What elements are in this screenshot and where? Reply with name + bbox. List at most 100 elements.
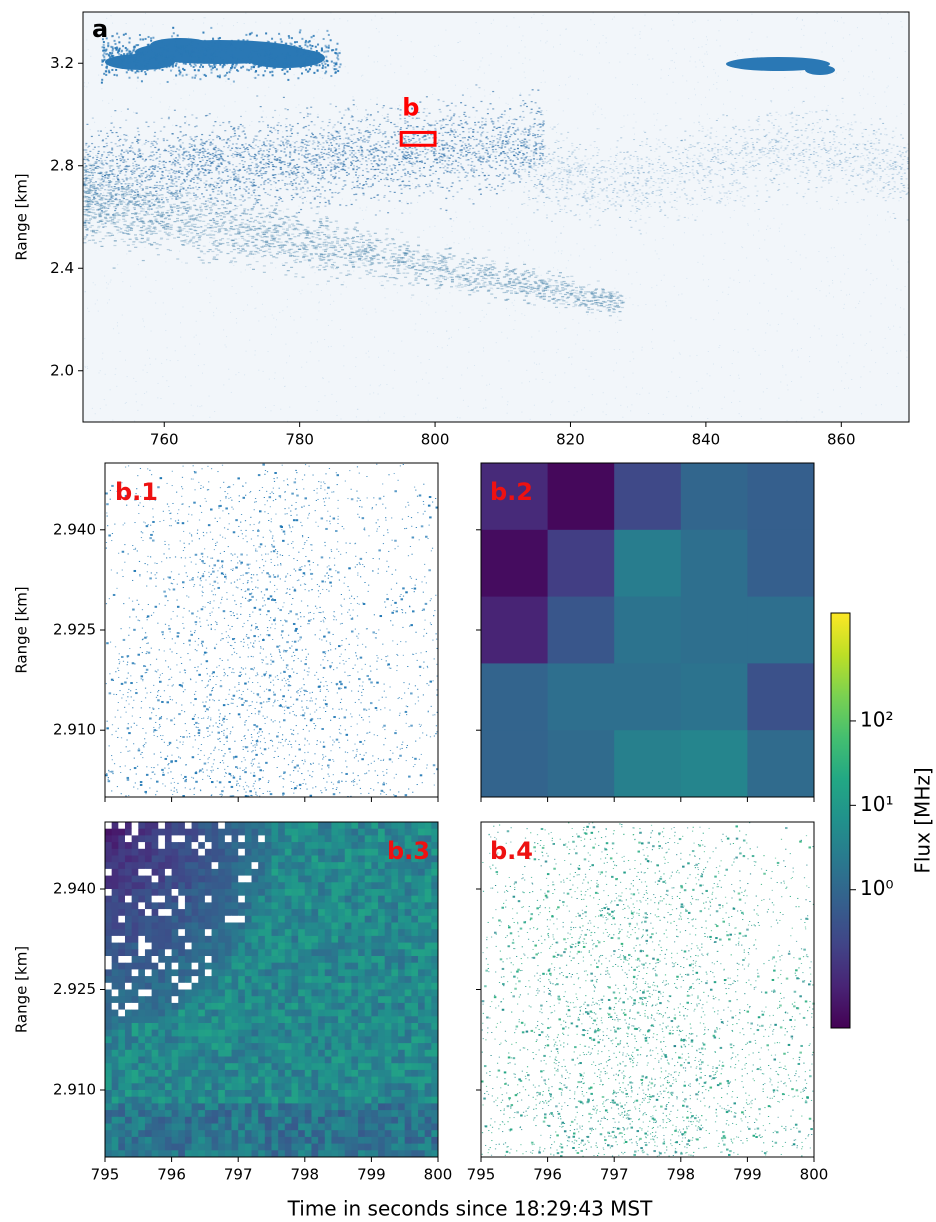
speckle xyxy=(565,29,566,30)
speckle xyxy=(720,20,721,21)
speckle xyxy=(491,53,492,54)
speckle xyxy=(435,129,437,130)
speckle xyxy=(375,128,376,129)
speckle xyxy=(818,251,819,252)
speckle xyxy=(382,115,383,116)
speckle xyxy=(193,148,195,149)
speckle xyxy=(425,153,427,154)
speckle xyxy=(461,127,463,128)
speckle xyxy=(344,153,346,154)
speckle xyxy=(224,106,225,107)
speckle xyxy=(330,148,332,149)
speckle xyxy=(676,220,677,221)
speckle xyxy=(323,172,325,173)
speckle xyxy=(345,159,347,160)
speckle xyxy=(407,121,409,122)
speckle xyxy=(255,195,257,196)
speckle xyxy=(427,134,429,135)
speckle xyxy=(546,194,547,195)
speckle xyxy=(352,337,353,338)
speckle xyxy=(314,198,316,199)
speckle xyxy=(358,129,360,130)
speckle xyxy=(119,158,121,159)
speckle xyxy=(190,158,192,159)
speckle xyxy=(526,233,527,234)
speckle xyxy=(163,126,165,127)
speckle xyxy=(791,381,792,382)
speckle xyxy=(863,76,864,77)
speckle xyxy=(478,69,479,70)
speckle xyxy=(136,135,137,136)
speckle xyxy=(635,98,636,99)
speckle xyxy=(563,226,564,227)
speckle xyxy=(404,169,406,170)
speckle xyxy=(413,142,415,143)
speckle xyxy=(793,319,794,320)
speckle xyxy=(163,302,164,303)
speckle xyxy=(340,155,341,156)
speckle xyxy=(734,390,735,391)
speckle xyxy=(787,389,788,390)
speckle xyxy=(291,133,293,134)
speckle xyxy=(324,206,326,207)
speckle xyxy=(280,157,282,158)
speckle xyxy=(317,178,319,179)
speckle xyxy=(542,124,544,125)
speckle xyxy=(199,149,201,150)
speckle xyxy=(230,177,232,178)
speckle xyxy=(157,138,159,139)
speckle xyxy=(172,145,174,146)
speckle xyxy=(271,334,272,335)
speckle xyxy=(832,280,833,281)
speckle xyxy=(137,157,139,158)
speckle xyxy=(494,156,496,157)
speckle xyxy=(149,176,151,177)
speckle xyxy=(347,158,349,159)
speckle xyxy=(313,142,315,143)
speckle xyxy=(145,171,147,172)
speckle xyxy=(606,42,607,43)
speckle xyxy=(188,37,189,38)
speckle xyxy=(577,411,578,412)
speckle xyxy=(97,153,99,154)
speckle xyxy=(788,90,789,91)
speckle xyxy=(533,155,535,156)
speckle xyxy=(125,135,127,136)
speckle xyxy=(433,153,435,154)
speckle xyxy=(367,114,369,115)
speckle xyxy=(767,149,768,150)
speckle xyxy=(263,188,265,189)
speckle xyxy=(204,364,205,365)
speckle xyxy=(451,148,453,149)
speckle xyxy=(273,128,275,129)
speckle xyxy=(432,180,433,181)
speckle xyxy=(438,140,440,141)
speckle xyxy=(385,65,386,66)
speckle xyxy=(244,23,245,24)
speckle xyxy=(804,25,805,26)
speckle xyxy=(537,106,538,107)
speckle xyxy=(817,393,818,394)
speckle xyxy=(737,20,738,21)
speckle xyxy=(252,186,254,187)
speckle xyxy=(471,168,473,169)
speckle xyxy=(471,170,473,171)
speckle xyxy=(431,150,433,151)
speckle xyxy=(282,136,284,137)
speckle xyxy=(86,124,88,125)
speckle xyxy=(457,153,459,154)
speckle xyxy=(311,292,312,293)
speckle xyxy=(791,262,792,263)
speckle xyxy=(435,171,437,172)
speckle xyxy=(387,175,389,176)
speckle xyxy=(733,350,734,351)
speckle xyxy=(347,108,349,109)
speckle xyxy=(189,171,191,172)
speckle xyxy=(484,73,485,74)
speckle xyxy=(317,175,319,176)
speckle xyxy=(502,183,504,184)
speckle xyxy=(480,134,482,135)
speckle xyxy=(513,305,514,306)
speckle xyxy=(404,416,405,417)
speckle xyxy=(263,181,265,182)
